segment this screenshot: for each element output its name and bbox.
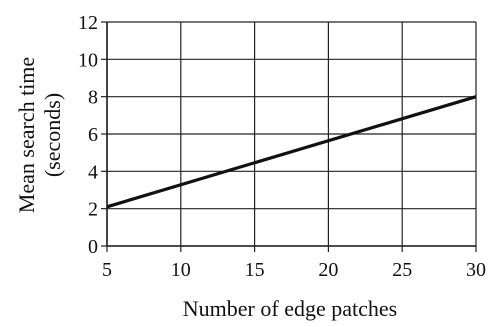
y-tick-label: 4 bbox=[88, 161, 98, 183]
y-tick-label: 12 bbox=[78, 12, 98, 34]
y-axis-label-line-1: Mean search time bbox=[14, 57, 39, 213]
y-tick-label: 10 bbox=[78, 49, 98, 71]
y-tick-label: 8 bbox=[88, 87, 98, 109]
x-tick-label: 15 bbox=[245, 259, 265, 281]
x-tick-label: 5 bbox=[102, 259, 112, 281]
series-line bbox=[106, 95, 477, 209]
x-axis-label: Number of edge patches bbox=[183, 296, 397, 321]
x-tick-label: 25 bbox=[392, 259, 412, 281]
x-tick-label: 30 bbox=[466, 259, 486, 281]
series-layer bbox=[106, 95, 477, 209]
x-tick-label: 20 bbox=[318, 259, 338, 281]
x-tick-labels: 5 10 15 20 25 30 bbox=[102, 259, 486, 281]
y-tick-label: 2 bbox=[88, 199, 98, 221]
x-tick-label: 10 bbox=[171, 259, 191, 281]
y-tick-label: 0 bbox=[88, 236, 98, 258]
grid-layer bbox=[101, 21, 477, 252]
y-axis-label-line-2: (seconds) bbox=[40, 93, 65, 177]
y-tick-labels: 0 2 4 6 8 10 12 bbox=[78, 12, 98, 258]
y-tick-label: 6 bbox=[88, 124, 98, 146]
